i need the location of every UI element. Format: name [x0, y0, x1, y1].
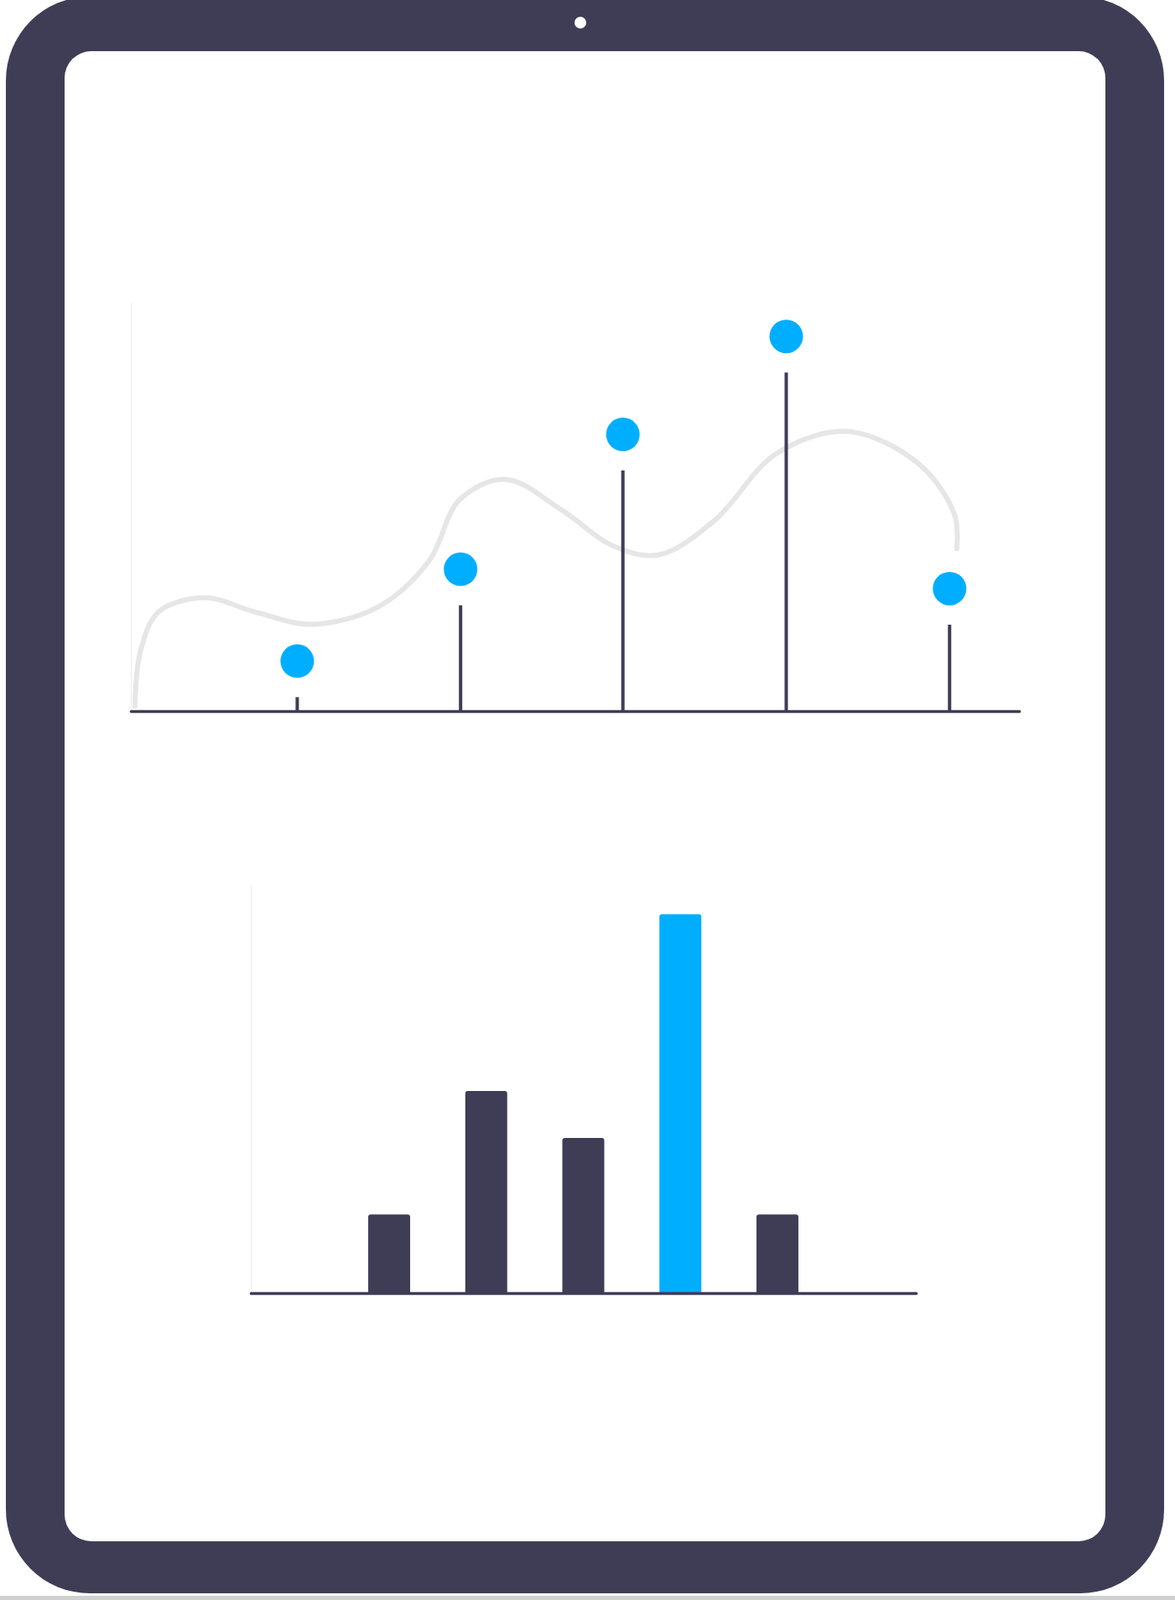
stem — [621, 470, 625, 712]
y-axis — [250, 885, 252, 1295]
plot-area — [368, 914, 799, 1294]
stem — [295, 696, 299, 712]
x-axis — [131, 711, 1020, 713]
chart-0 — [131, 303, 1020, 713]
y-axis-line — [250, 885, 252, 1295]
bar — [368, 1214, 411, 1294]
x-axis — [251, 1293, 917, 1295]
dot — [606, 417, 640, 452]
canvas — [0, 0, 1175, 1600]
dot — [932, 571, 967, 606]
bar — [562, 1138, 605, 1294]
x-axis-line — [251, 1292, 917, 1296]
x-axis-line — [131, 710, 1020, 714]
tablet-camera — [574, 16, 587, 29]
stem — [784, 372, 788, 712]
dot — [280, 644, 314, 678]
stem — [947, 624, 952, 712]
y-axis-line — [130, 303, 132, 713]
tablet-screen — [64, 51, 1106, 1542]
y-axis — [130, 303, 132, 713]
bar — [465, 1091, 508, 1294]
curve — [135, 431, 957, 707]
plot-area — [135, 319, 967, 712]
stem — [458, 605, 463, 712]
dot — [769, 319, 803, 354]
bar — [659, 914, 702, 1294]
chart-1 — [251, 885, 917, 1295]
dot — [443, 552, 478, 587]
tablet-body — [5, 0, 1165, 1594]
page-edge — [0, 1596, 1175, 1600]
bar — [756, 1214, 799, 1294]
